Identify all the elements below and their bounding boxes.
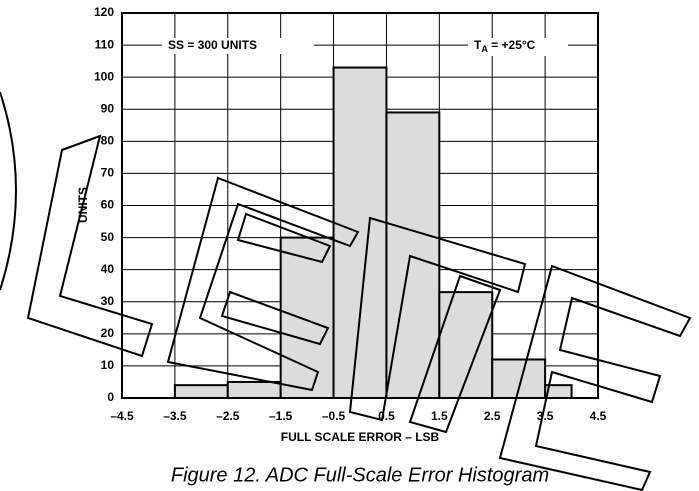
- x-tick-label: 2.5: [484, 409, 501, 423]
- annotation-part: = +25°C: [488, 38, 536, 52]
- y-tick-label: 90: [101, 101, 115, 115]
- bar: [228, 382, 281, 398]
- x-tick-label: –4.5: [110, 409, 134, 423]
- x-tick-label: 1.5: [431, 409, 448, 423]
- watermark-shape: [28, 136, 152, 356]
- y-tick-label: 30: [101, 294, 115, 308]
- bar: [175, 385, 228, 398]
- y-tick-label: 0: [107, 390, 114, 404]
- y-tick-label: 100: [94, 69, 114, 83]
- x-tick-label: 3.5: [537, 409, 554, 423]
- y-tick-label: 60: [101, 198, 115, 212]
- watermark-curve: [0, 92, 16, 290]
- y-tick-label: 110: [95, 37, 115, 51]
- y-tick-label: 70: [101, 166, 115, 180]
- y-tick-label: 120: [94, 5, 114, 19]
- y-tick-label: 40: [101, 262, 115, 276]
- x-tick-label: –2.5: [216, 409, 240, 423]
- x-tick-label: –3.5: [163, 409, 187, 423]
- y-tick-label: 50: [101, 230, 115, 244]
- caption: Figure 12. ADC Full-Scale Error Histogra…: [171, 464, 549, 486]
- x-tick-label: 0.5: [378, 409, 395, 423]
- x-tick-label: –1.5: [269, 409, 293, 423]
- bar: [334, 68, 387, 398]
- y-tick-label: 80: [101, 134, 115, 148]
- annotation: SS = 300 UNITS: [168, 38, 257, 52]
- x-tick-label: 4.5: [590, 409, 607, 423]
- chart: 0 10 20 30 40 50 60 70 80 90 100 110 120 –4.5 –3.5 –2.5…: [0, 0, 699, 491]
- x-tick-label: –0.5: [322, 409, 346, 423]
- plot-area: 0 10 20 30 40 50 60 70 80 90 100 110 120 –4.5 –3.5 –2.5…: [94, 5, 607, 423]
- bar: [386, 112, 439, 398]
- y-tick-label: 20: [101, 326, 115, 340]
- x-axis-label: FULL SCALE ERROR – LSB: [281, 430, 440, 444]
- bar: [281, 238, 334, 398]
- y-tick-label: 10: [101, 358, 115, 372]
